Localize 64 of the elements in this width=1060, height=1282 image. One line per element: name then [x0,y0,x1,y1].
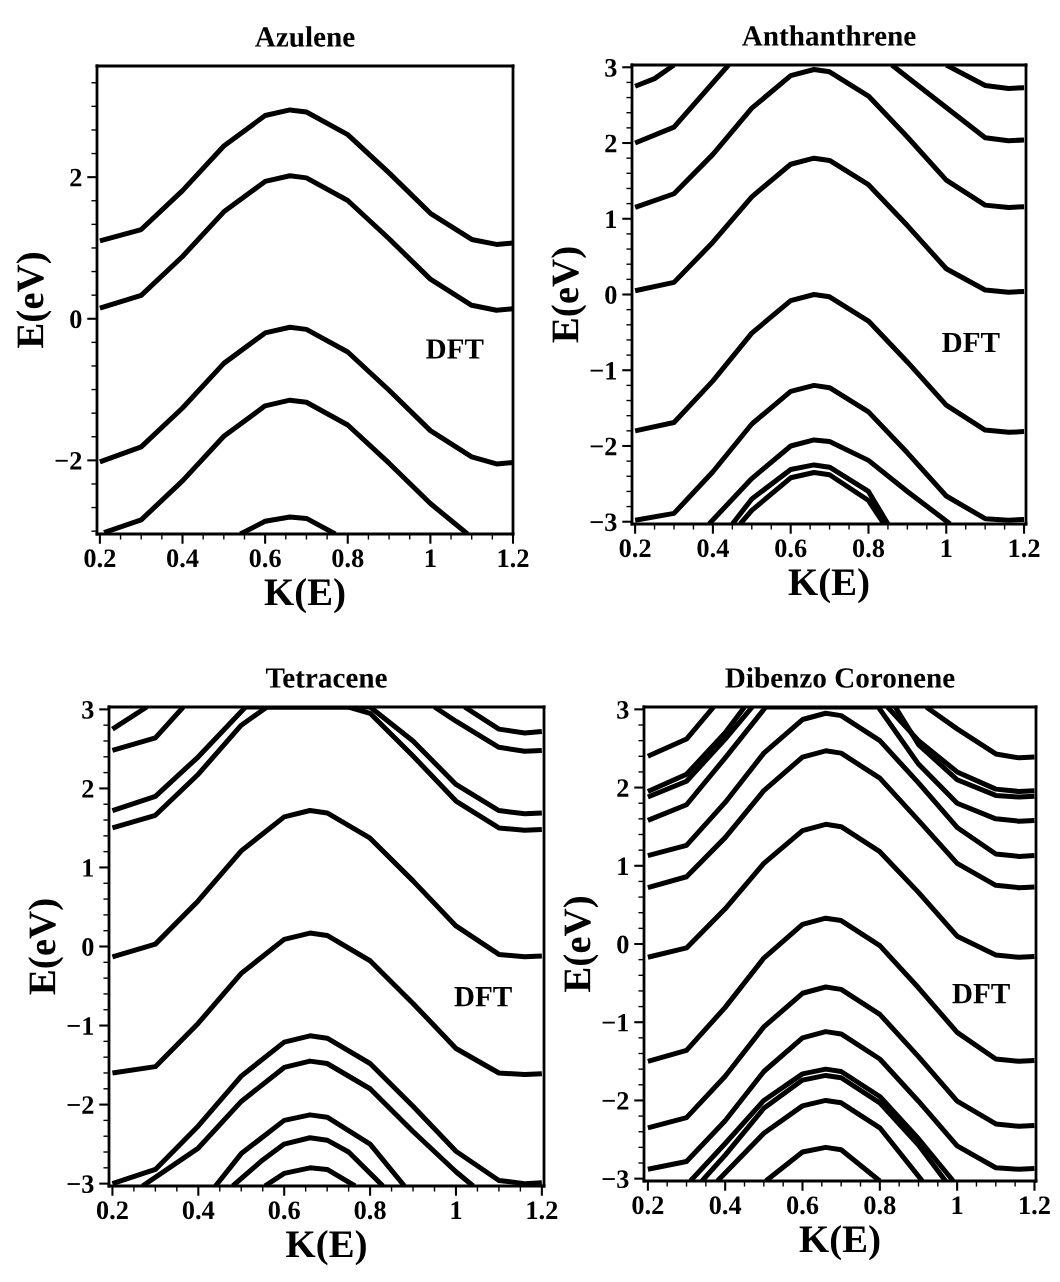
x-tick-label: 1.2 [1009,539,1040,558]
x-tick-label: 0.6 [268,1201,300,1220]
y-tick-label: 2 [82,780,94,798]
x-tick-label: 0.2 [84,549,116,568]
x-tick-label: 0.6 [775,539,807,558]
x-tick-label: 0.4 [709,1196,742,1215]
y-tick-label: 3 [617,701,629,719]
x-tick-label: 0.8 [354,1201,386,1220]
annotation: DFT [454,987,512,1007]
chart-title: Tetracene [265,668,387,688]
chart-title: Dibenzo Coronene [725,667,955,688]
y-tick-label: 1 [618,857,629,875]
x-axis-title: K(E) [799,1225,880,1261]
y-axis-title: E(eV) [28,899,64,995]
y-tick-label: −1 [590,361,617,380]
annotation: DFT [426,339,484,359]
y-tick-label: −3 [590,513,617,532]
y-tick-label: −3 [67,1175,94,1194]
x-axis-title: K(E) [264,578,345,614]
chart-title: Anthanthrene [742,25,916,46]
x-tick-label: 0.2 [619,539,651,558]
x-tick-label: 0.6 [787,1196,819,1215]
x-tick-label: 1.2 [527,1201,558,1220]
y-tick-label: −2 [67,1096,94,1114]
y-tick-label: 2 [70,168,82,187]
y-tick-label: −3 [602,1170,629,1189]
x-tick-label: 1 [425,549,436,567]
y-tick-label: −1 [602,1013,629,1032]
y-tick-label: 3 [82,701,94,719]
x-axis-title: K(E) [788,568,869,604]
x-tick-label: 0.8 [332,549,364,568]
y-axis-title: E(eV) [16,253,52,348]
x-tick-label: 0.8 [852,539,885,558]
chart-title: Azulene [255,26,355,47]
annotation: DFT [942,332,1000,353]
x-tick-label: 0.8 [864,1196,896,1215]
x-tick-label: 0.4 [697,539,729,558]
y-tick-label: −2 [602,1092,629,1110]
x-tick-label: 1.2 [498,549,529,568]
y-axis-title: E(eV) [551,247,587,343]
y-tick-label: −1 [67,1017,94,1035]
x-tick-label: 0.2 [632,1196,664,1215]
x-tick-label: 1 [952,1196,963,1214]
y-axis-title: E(eV) [563,897,599,992]
y-tick-label: 0 [82,938,94,956]
y-tick-label: 1 [606,210,617,228]
y-tick-label: −2 [590,437,617,456]
y-tick-label: 0 [70,310,82,329]
x-tick-label: 1.2 [1020,1196,1050,1215]
y-tick-label: 1 [83,859,94,877]
x-tick-label: 0.4 [167,549,199,568]
y-tick-label: 3 [605,58,617,77]
x-tick-label: 0.2 [96,1201,128,1220]
x-axis-title: K(E) [286,1230,366,1266]
x-tick-label: 0.4 [182,1201,215,1220]
y-tick-label: −2 [55,452,82,470]
annotation: DFT [952,984,1010,1004]
x-tick-label: 1 [451,1201,462,1219]
y-tick-label: 0 [617,935,629,954]
x-tick-label: 0.6 [249,549,281,568]
y-tick-label: 2 [617,779,629,797]
y-tick-label: 0 [605,286,617,304]
x-tick-label: 1 [941,539,952,557]
y-tick-label: 2 [605,134,617,153]
